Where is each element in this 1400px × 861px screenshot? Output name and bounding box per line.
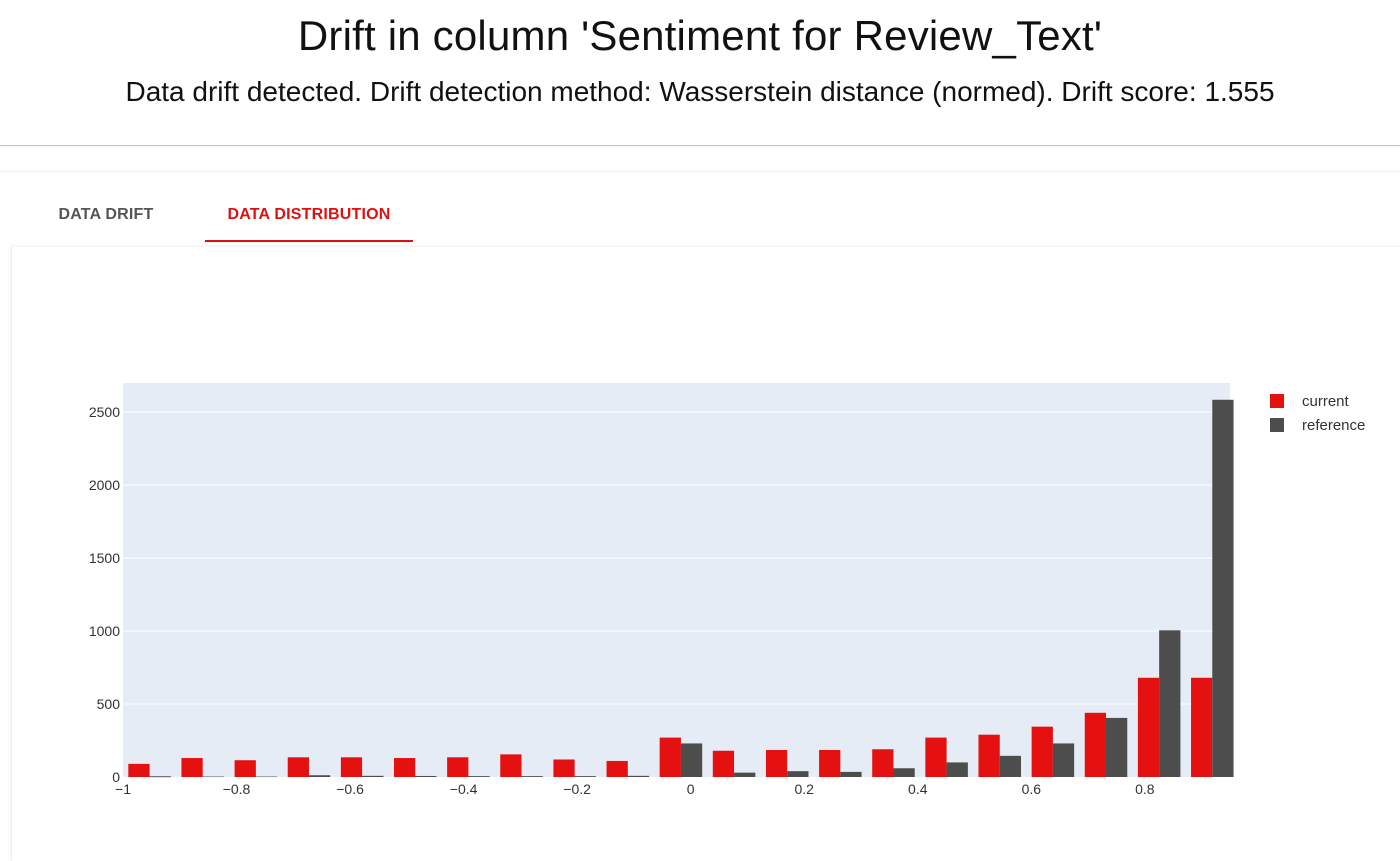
- bar-current[interactable]: [819, 750, 841, 777]
- bar-reference[interactable]: [787, 771, 809, 777]
- bar-current[interactable]: [872, 749, 894, 777]
- y-gridlines: [123, 411, 1230, 705]
- bar-reference[interactable]: [840, 771, 862, 777]
- bar-current[interactable]: [1031, 726, 1053, 777]
- tab-bar: DATA DRIFT DATA DISTRIBUTION: [0, 188, 1400, 244]
- bar-reference[interactable]: [1106, 717, 1128, 777]
- bar-current[interactable]: [128, 763, 150, 777]
- x-tick-label: −0.2: [563, 781, 591, 797]
- y-tick-label: 2000: [89, 477, 120, 493]
- x-tick-label: 0: [687, 781, 695, 797]
- y-tick-label: 1000: [89, 623, 120, 639]
- divider: [0, 171, 1400, 172]
- bar-reference[interactable]: [149, 776, 171, 778]
- bar-reference[interactable]: [627, 775, 650, 777]
- bar-reference[interactable]: [521, 776, 543, 777]
- page-header: Drift in column 'Sentiment for Review_Te…: [0, 0, 1400, 146]
- bar-reference[interactable]: [149, 776, 171, 777]
- bar-current[interactable]: [925, 737, 947, 777]
- legend-label-current: current: [1302, 393, 1349, 410]
- bar-reference[interactable]: [734, 772, 756, 777]
- legend-item-current[interactable]: current: [1268, 390, 1388, 414]
- chart-legend: current reference: [1268, 390, 1388, 438]
- bar-current[interactable]: [606, 760, 628, 777]
- bar-reference[interactable]: [574, 776, 596, 777]
- bar-reference[interactable]: [1052, 743, 1075, 777]
- bar-reference[interactable]: [1159, 630, 1181, 777]
- y-tick-label: 0: [112, 769, 120, 785]
- x-tick-label: 0.8: [1135, 781, 1155, 797]
- bar-reference[interactable]: [308, 775, 331, 777]
- y-axis: 0 500 1000 1500 2000 2500: [89, 404, 120, 785]
- page-title: Drift in column 'Sentiment for Review_Te…: [297, 12, 1103, 59]
- legend-swatch-reference: [1270, 418, 1284, 432]
- bar-current[interactable]: [659, 737, 681, 777]
- bar-reference[interactable]: [999, 755, 1021, 777]
- y-tick-label: 2500: [89, 404, 120, 420]
- tab-data-distribution[interactable]: DATA DISTRIBUTION: [205, 188, 413, 242]
- x-tick-label: −0.4: [450, 781, 478, 797]
- bar-reference[interactable]: [1212, 399, 1234, 777]
- current-series: [128, 677, 1213, 777]
- bar-reference[interactable]: [415, 775, 437, 777]
- x-tick-label: 0.6: [1022, 781, 1042, 797]
- bar-current[interactable]: [287, 757, 309, 777]
- x-tick-label: −0.6: [336, 781, 364, 797]
- bar-reference[interactable]: [468, 776, 490, 777]
- y-tick-label: 1500: [89, 550, 120, 566]
- bar-reference[interactable]: [202, 776, 224, 778]
- bar-reference[interactable]: [893, 768, 915, 777]
- reference-series: [149, 399, 1234, 778]
- legend-swatch-current: [1270, 394, 1284, 408]
- bar-current[interactable]: [1191, 677, 1213, 777]
- bar-reference[interactable]: [362, 775, 384, 777]
- tab-data-drift[interactable]: DATA DRIFT: [58, 206, 154, 223]
- bar-current[interactable]: [500, 754, 522, 777]
- plot-area: [123, 383, 1230, 777]
- bar-current[interactable]: [765, 750, 788, 777]
- bar-reference[interactable]: [255, 776, 278, 778]
- x-tick-label: −1: [115, 781, 131, 797]
- x-tick-label: −0.8: [223, 781, 251, 797]
- bar-reference[interactable]: [680, 743, 703, 777]
- bar-current[interactable]: [181, 758, 203, 777]
- x-tick-label: 0.4: [908, 781, 928, 797]
- y-tick-label: 500: [97, 696, 121, 712]
- bar-current[interactable]: [553, 759, 575, 777]
- bar-current[interactable]: [1137, 677, 1160, 777]
- bar-current[interactable]: [712, 750, 735, 777]
- drift-summary: Data drift detected. Drift detection met…: [125, 76, 1275, 107]
- legend-label-reference: reference: [1302, 417, 1366, 434]
- legend-item-reference[interactable]: reference: [1268, 414, 1388, 438]
- x-axis: −1 −0.8 −0.6 −0.4 −0.2 0 0.2 0.4 0.6 0.8: [115, 781, 1155, 797]
- bar-current[interactable]: [234, 760, 256, 777]
- bar-current[interactable]: [340, 757, 363, 777]
- bar-current[interactable]: [393, 758, 416, 777]
- bar-current[interactable]: [447, 757, 469, 777]
- bar-current[interactable]: [978, 734, 1000, 777]
- bar-reference[interactable]: [946, 762, 968, 777]
- x-tick-label: 0.2: [794, 781, 814, 797]
- bar-current[interactable]: [1084, 712, 1107, 777]
